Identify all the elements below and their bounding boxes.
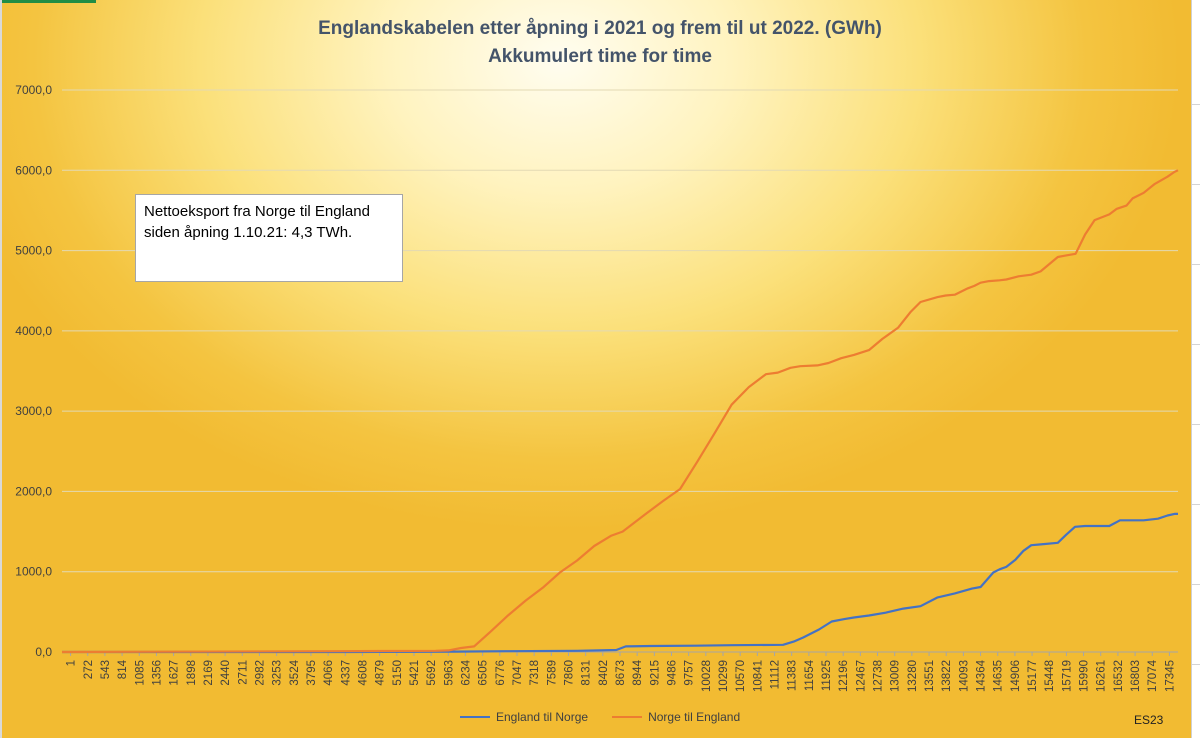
- x-tick-label: 3524: [289, 659, 301, 685]
- x-tick-label: 9215: [649, 660, 661, 686]
- x-tick-label: 4879: [375, 660, 387, 686]
- x-tick-label: 12738: [873, 660, 885, 692]
- x-tick-label: 14093: [958, 660, 970, 692]
- x-tick-label: 13280: [907, 660, 919, 692]
- y-tick-label: 6000,0: [15, 163, 52, 177]
- chart-title: Englandskabelen etter åpning i 2021 og f…: [318, 18, 882, 39]
- y-tick-label: 1000,0: [15, 565, 52, 579]
- x-tick-label: 11654: [804, 659, 816, 691]
- right-edge-sheet: [1191, 0, 1200, 738]
- legend-swatch-blue: [460, 716, 490, 718]
- x-tick-label: 14906: [1010, 660, 1022, 692]
- x-tick-label: 9486: [667, 660, 679, 686]
- x-tick-label: 8131: [581, 660, 593, 686]
- x-tick-label: 2711: [237, 660, 249, 685]
- annotation-line-2: siden åpning 1.10.21: 4,3 TWh.: [144, 224, 353, 241]
- legend-item-norge-til-england: Norge til England: [612, 710, 740, 724]
- x-tick-label: 5963: [443, 660, 455, 686]
- y-tick-label: 3000,0: [15, 404, 52, 418]
- x-tick-label: 6776: [495, 660, 507, 686]
- x-tick-label: 14364: [976, 659, 988, 692]
- x-tick-label: 17074: [1147, 659, 1159, 692]
- x-tick-label: 10299: [718, 660, 730, 692]
- x-tick-label: 8944: [632, 659, 644, 685]
- x-tick-label: 7047: [512, 660, 524, 686]
- x-tick-label: 2440: [220, 660, 232, 686]
- x-tick-label: 13009: [890, 660, 902, 692]
- y-tick-label: 4000,0: [15, 324, 52, 338]
- x-tick-label: 4608: [357, 660, 369, 686]
- x-tick-label: 12467: [855, 660, 867, 692]
- y-tick-label: 2000,0: [15, 484, 52, 498]
- x-tick-label: 1898: [186, 660, 198, 686]
- x-tick-label: 12196: [838, 660, 850, 692]
- x-tick-label: 7318: [529, 660, 541, 686]
- x-tick-label: 8402: [598, 660, 610, 686]
- y-tick-label: 5000,0: [15, 244, 52, 258]
- x-tick-label: 3795: [306, 660, 318, 686]
- x-tick-label: 4337: [340, 660, 352, 686]
- legend-item-england-til-norge: England til Norge: [460, 710, 588, 724]
- x-tick-label: 8673: [615, 660, 627, 686]
- x-tick-label: 11383: [787, 660, 799, 691]
- x-tick-label: 2169: [203, 660, 215, 686]
- x-tick-label: 4066: [323, 660, 335, 686]
- annotation-line-1: Nettoeksport fra Norge til England: [144, 203, 370, 220]
- x-tick-label: 13822: [941, 660, 953, 692]
- x-tick-label: 10028: [701, 660, 713, 692]
- x-tick-label: 15448: [1044, 660, 1056, 692]
- x-tick-label: 10841: [752, 660, 764, 692]
- x-tick-label: 14635: [993, 660, 1005, 692]
- x-tick-label: 7860: [563, 660, 575, 686]
- y-tick-label: 7000,0: [15, 83, 52, 97]
- x-tick-label: 15177: [1027, 660, 1039, 692]
- x-tick-label: 16803: [1130, 660, 1142, 692]
- legend: England til Norge Norge til England: [460, 710, 764, 724]
- y-tick-label: 0,0: [35, 645, 52, 659]
- series-line-england-til-norge: [62, 512, 1178, 654]
- x-tick-label: 10570: [735, 660, 747, 692]
- x-tick-label: 6234: [460, 659, 472, 685]
- legend-label: England til Norge: [496, 710, 589, 724]
- x-tick-label: 11925: [821, 660, 833, 691]
- x-tick-label: 272: [83, 660, 95, 679]
- x-tick-label: 9757: [684, 660, 696, 686]
- x-tick-label: 16261: [1096, 660, 1108, 692]
- x-tick-label: 1085: [134, 660, 146, 686]
- x-tick-label: 1: [66, 660, 78, 666]
- x-tick-label: 1356: [151, 660, 163, 686]
- x-tick-label: 5421: [409, 660, 421, 686]
- credit-label: ES23: [1134, 713, 1164, 727]
- x-tick-label: 15990: [1079, 660, 1091, 692]
- x-tick-label: 2982: [254, 660, 266, 686]
- x-tick-label: 6505: [478, 660, 490, 686]
- x-tick-label: 7589: [546, 660, 558, 686]
- x-tick-label: 3253: [272, 660, 284, 686]
- x-tick-label: 543: [100, 660, 112, 679]
- left-edge: [0, 0, 2, 738]
- x-tick-label: 5150: [392, 660, 404, 686]
- x-tick-label: 15719: [1061, 660, 1073, 692]
- x-tick-label: 16532: [1113, 660, 1125, 692]
- chart-subtitle: Akkumulert time for time: [488, 46, 712, 67]
- x-tick-label: 11112: [770, 660, 782, 689]
- x-tick-label: 5692: [426, 660, 438, 686]
- x-tick-label: 814: [117, 659, 129, 679]
- legend-swatch-orange: [612, 716, 643, 718]
- x-tick-label: 1627: [169, 660, 181, 686]
- annotation-box: Nettoeksport fra Norge til England siden…: [135, 194, 403, 282]
- x-tick-label: 17345: [1164, 660, 1176, 692]
- x-tick-label: 13551: [924, 660, 936, 692]
- series-line-norge-til-england: [61, 169, 1179, 654]
- legend-label: Norge til England: [648, 710, 741, 724]
- top-edge-mark: [0, 0, 96, 3]
